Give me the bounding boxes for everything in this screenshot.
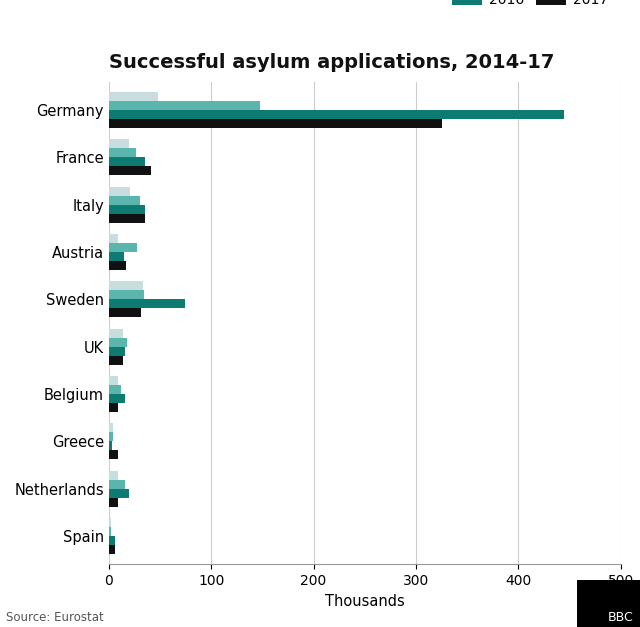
Bar (109, 394, 125, 403)
Bar (109, 261, 126, 270)
Legend: 2014, 2016, 2015, 2017: 2014, 2016, 2015, 2017 (446, 0, 614, 13)
Bar (109, 187, 131, 196)
Bar (109, 329, 123, 337)
Bar (109, 536, 115, 545)
Bar (109, 337, 127, 347)
Bar (109, 480, 125, 488)
Bar (109, 471, 118, 480)
Bar (109, 356, 123, 364)
Bar (109, 432, 113, 441)
Bar (109, 518, 111, 527)
Bar (109, 110, 564, 119)
Bar (109, 403, 118, 412)
Bar (109, 441, 112, 450)
Bar (109, 92, 158, 101)
Bar (109, 527, 111, 536)
Bar (109, 204, 145, 214)
Bar (109, 545, 115, 554)
Bar (109, 101, 260, 110)
Bar (109, 139, 129, 148)
Bar (109, 290, 143, 299)
Bar (109, 450, 118, 459)
Bar (109, 385, 121, 394)
Bar (109, 243, 138, 252)
Text: Source: Eurostat: Source: Eurostat (6, 611, 104, 624)
Bar (109, 234, 118, 243)
Text: BBC: BBC (608, 611, 634, 624)
Bar (109, 347, 125, 356)
Bar (109, 376, 118, 385)
Bar (109, 214, 145, 223)
Bar (109, 423, 113, 432)
Bar (109, 498, 118, 507)
Bar (109, 488, 129, 498)
Bar (109, 299, 184, 308)
Bar (109, 308, 141, 317)
Text: Successful asylum applications, 2014-17: Successful asylum applications, 2014-17 (109, 53, 554, 71)
X-axis label: Thousands: Thousands (325, 594, 404, 609)
Bar (109, 148, 136, 157)
Bar (109, 166, 151, 175)
Bar (109, 196, 140, 204)
Bar (109, 252, 124, 261)
Bar (109, 119, 442, 128)
Bar (109, 282, 143, 290)
Bar (109, 157, 145, 166)
